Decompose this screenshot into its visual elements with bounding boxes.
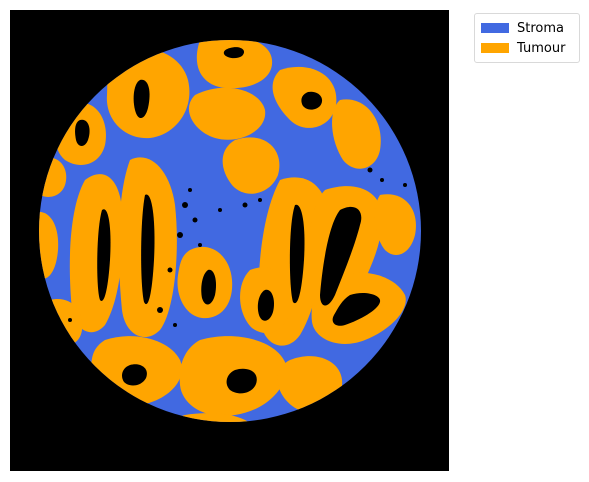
legend-item-tumour: Tumour [481,38,573,58]
legend-swatch-tumour [481,43,509,53]
tissue-segmentation-map [10,10,449,471]
legend: Stroma Tumour [474,13,580,63]
legend-item-stroma: Stroma [481,18,573,38]
lumen-regions [75,47,381,394]
legend-label-stroma: Stroma [517,20,564,36]
debris-speckles [68,167,407,327]
legend-swatch-stroma [481,23,509,33]
legend-label-tumour: Tumour [517,40,566,56]
